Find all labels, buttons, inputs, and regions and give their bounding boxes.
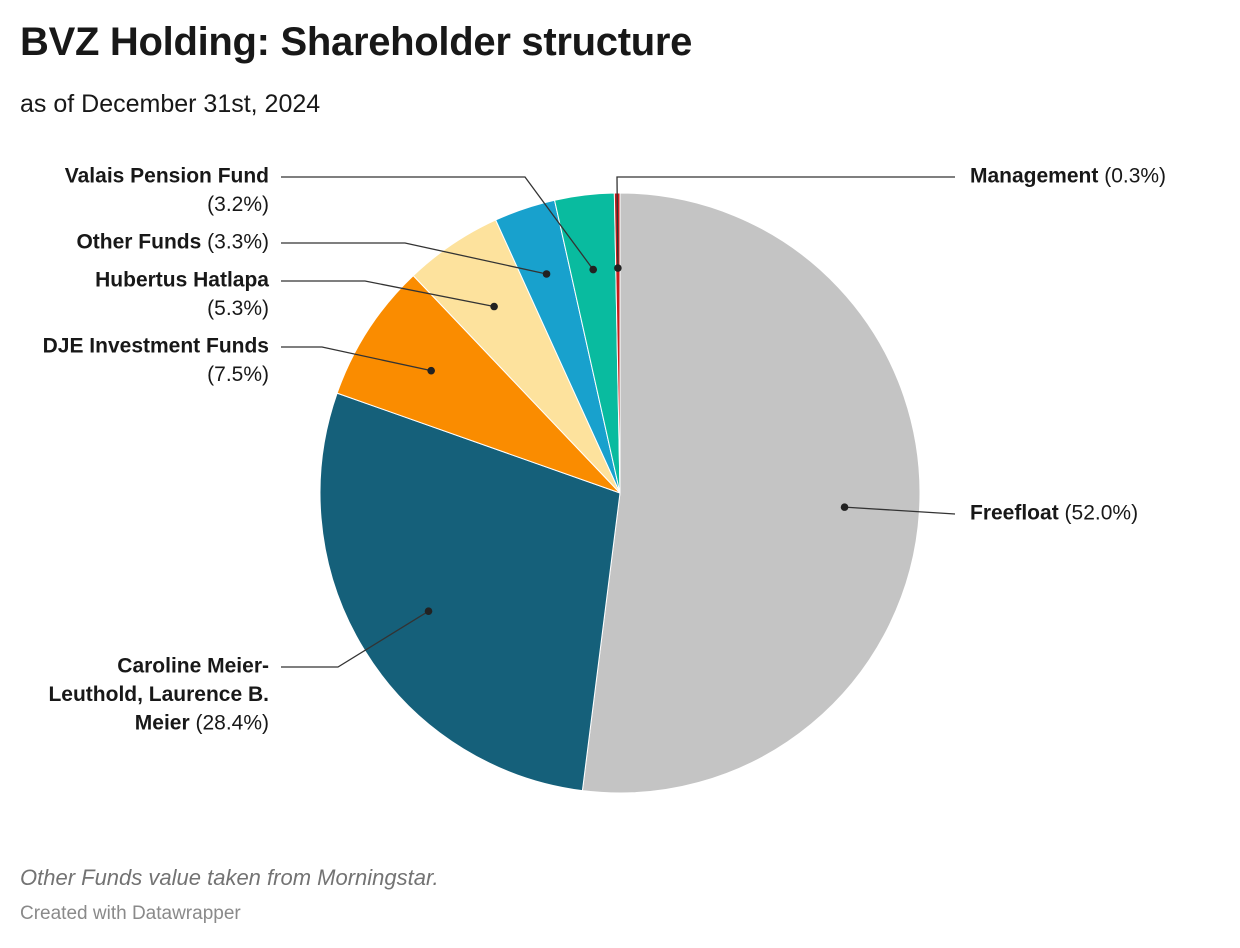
leader-line-other-funds: [281, 242, 547, 275]
leader-dot-management: [614, 264, 622, 272]
leader-dot-caroline-meier-leuthold-laurence-b-meier: [424, 607, 433, 615]
leader-dot-hubertus-hatlapa: [490, 302, 498, 311]
slice-label-other-funds: Other Funds (3.3%): [76, 231, 269, 254]
chart-subtitle: as of December 31st, 2024: [20, 90, 321, 118]
leader-line-valais-pension-fund: [281, 176, 594, 270]
leader-dot-dje-investment-funds: [427, 366, 435, 375]
leader-dot-valais-pension-fund: [589, 265, 598, 274]
slice-label-hubertus-hatlapa: Hubertus Hatlapa (5.3%): [95, 269, 269, 321]
pie-slice-dje-investment-funds: [336, 274, 621, 494]
leader-line-management: [616, 176, 955, 269]
slice-label-dje-investment-funds: DJE Investment Funds (7.5%): [43, 335, 269, 387]
footer-credit: Created with Datawrapper: [20, 903, 241, 924]
footer-note: Other Funds value taken from Morningstar…: [20, 865, 439, 890]
leader-line-hubertus-hatlapa: [281, 280, 495, 308]
slice-labels: Freefloat (52.0%) Caroline Meier-Leuthold…: [43, 165, 1166, 735]
leader-line-freefloat: [844, 506, 956, 515]
leader-lines: [281, 176, 956, 668]
slice-label-caroline-meier-leuthold-laurence-b-meier: Caroline Meier-Leuthold, Laurence B. Meie…: [48, 655, 269, 735]
chart-title: BVZ Holding: Shareholder structure: [20, 20, 693, 64]
pie-slices: [319, 192, 921, 794]
slice-label-freefloat: Freefloat (52.0%): [970, 502, 1138, 525]
leader-line-caroline-meier-leuthold-laurence-b-meier: [281, 610, 429, 668]
leader-dot-freefloat: [840, 503, 849, 511]
leader-line-dje-investment-funds: [281, 346, 432, 372]
slice-label-management: Management (0.3%): [970, 165, 1166, 188]
slice-label-valais-pension-fund: Valais Pension Fund (3.2%): [65, 165, 269, 217]
leader-dot-other-funds: [542, 270, 551, 278]
pie-slice-freefloat: [581, 192, 921, 794]
